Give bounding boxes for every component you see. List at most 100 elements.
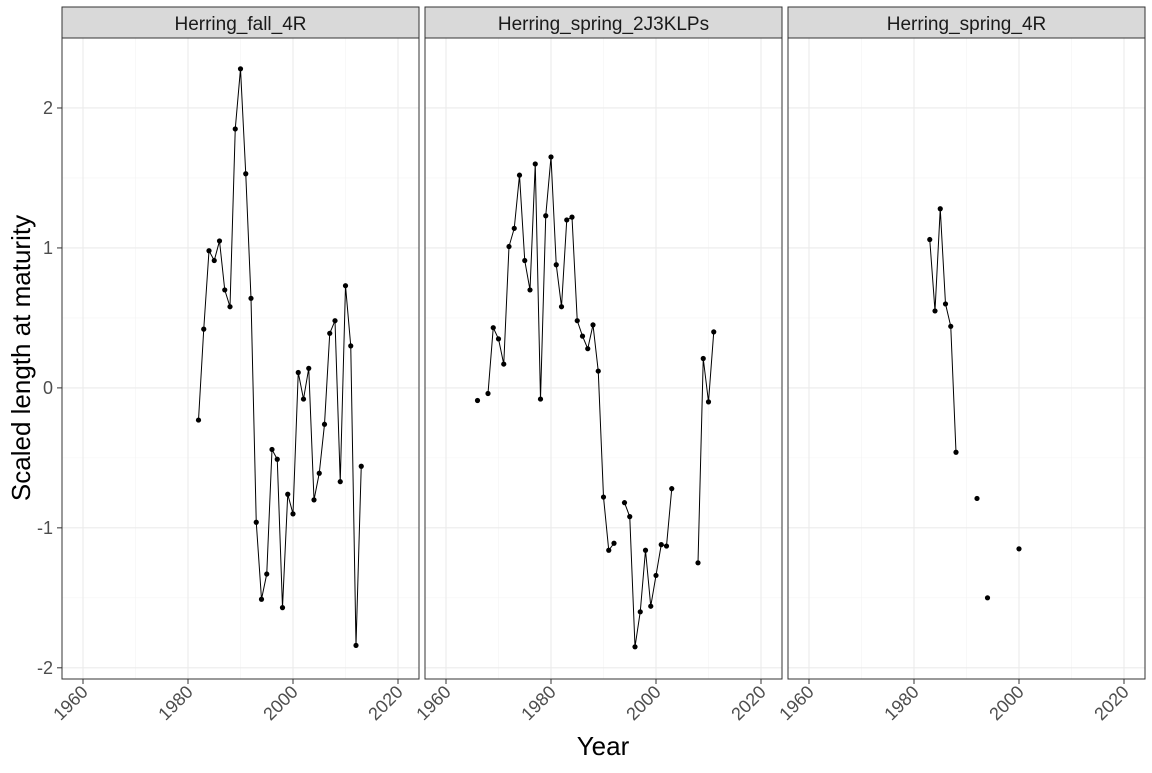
data-point [269, 446, 275, 453]
x-tick-label: 1980 [880, 682, 922, 724]
y-tick-label: -1 [37, 518, 53, 538]
x-tick-label: 1960 [49, 682, 91, 724]
data-point [974, 495, 980, 502]
data-point [669, 486, 675, 492]
series-line [624, 488, 673, 647]
data-point [337, 479, 343, 485]
data-point [211, 257, 217, 264]
data-point [348, 343, 354, 349]
data-point [527, 287, 533, 293]
panel-border [61, 37, 420, 680]
x-tick-label: 2020 [727, 682, 769, 724]
data-point [711, 329, 717, 335]
y-tick-label: 1 [43, 238, 53, 258]
data-point [1016, 546, 1022, 552]
data-point [485, 390, 491, 397]
x-tick-label: 2020 [364, 682, 406, 724]
data-point [590, 322, 596, 328]
y-axis-title: Scaled length at maturity [6, 215, 36, 501]
panel-strip-title: Herring_fall_4R [174, 14, 306, 35]
data-point [206, 248, 212, 254]
data-point [942, 301, 949, 307]
panel-strip [424, 6, 783, 39]
data-point [285, 491, 291, 497]
data-point [564, 217, 570, 223]
panel-strip [787, 6, 1146, 39]
data-point [237, 66, 244, 72]
series-line [697, 331, 715, 563]
data-point [306, 365, 312, 371]
panel-2: Herring_spring_2J3KLPs 1960 1980 2000 2020 [412, 6, 814, 724]
x-tick-label: 1960 [412, 682, 454, 724]
data-point [700, 355, 706, 362]
data-point [227, 304, 233, 310]
x-tick-label: 2020 [1090, 682, 1132, 724]
data-point [327, 330, 333, 336]
data-point [321, 421, 328, 427]
data-point [474, 397, 481, 404]
panel-1: Herring_fall_4R 1960 1980 2000 2020 [49, 6, 451, 724]
data-point [695, 560, 701, 566]
data-point [621, 500, 628, 506]
panel-strip [61, 6, 420, 39]
data-point [595, 368, 601, 374]
data-point [195, 417, 202, 423]
data-point [658, 542, 664, 548]
data-point [927, 236, 933, 243]
data-point [627, 514, 633, 520]
data-point [506, 243, 512, 250]
x-tick-label: 1980 [154, 682, 196, 724]
data-point [300, 396, 307, 402]
series-line [929, 208, 957, 453]
data-point [585, 346, 591, 352]
data-point [201, 326, 207, 332]
x-axis-title: Year [577, 731, 630, 761]
x-tick-label: 2000 [622, 682, 664, 724]
data-point [232, 126, 238, 132]
data-point [548, 154, 554, 160]
data-point [569, 214, 575, 220]
x-tick-label: 1960 [775, 682, 817, 724]
data-point [253, 519, 259, 525]
data-point [332, 318, 338, 324]
y-tick-label: -2 [37, 658, 53, 678]
data-point [243, 171, 249, 177]
data-point [274, 456, 280, 462]
data-point [311, 497, 317, 503]
panel-strip-title: Herring_spring_4R [887, 14, 1046, 35]
data-point [642, 547, 649, 553]
data-point [932, 308, 938, 314]
panel-border [787, 37, 1146, 680]
data-point [248, 295, 254, 301]
data-point [532, 161, 538, 167]
y-axis: -2 -1 0 1 2 [37, 98, 62, 678]
data-point [342, 283, 349, 289]
x-tick-label: 2000 [985, 682, 1027, 724]
data-point [279, 605, 286, 611]
data-point [358, 463, 364, 469]
data-point [574, 318, 580, 324]
data-point [606, 547, 612, 553]
data-point [495, 336, 502, 342]
data-point [516, 172, 523, 178]
data-point [558, 304, 565, 310]
data-point [705, 399, 712, 405]
data-point [543, 213, 549, 219]
data-point [522, 257, 528, 264]
data-point [501, 361, 507, 367]
data-point [948, 323, 954, 329]
data-point [537, 396, 544, 402]
data-point [258, 596, 265, 602]
data-point [216, 238, 223, 244]
data-point [353, 642, 359, 649]
panel-border [424, 37, 783, 680]
data-point [937, 206, 943, 212]
data-point [611, 540, 617, 546]
data-point [953, 449, 959, 455]
data-point [490, 325, 496, 331]
data-point [316, 470, 322, 476]
data-point [600, 494, 607, 500]
data-point [984, 595, 991, 601]
